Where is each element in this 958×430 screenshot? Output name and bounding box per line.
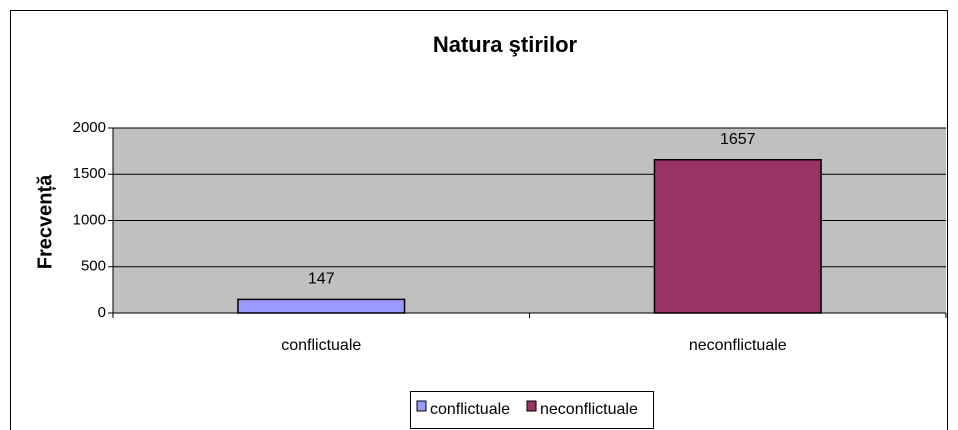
x-tick-label: neconflictuale [689,337,787,354]
y-axis-title: Frecvență [34,174,56,269]
bar [653,158,822,314]
data-label: 1657 [720,131,756,148]
y-tick-label: 1000 [73,211,106,228]
y-tick-label: 1500 [73,165,106,182]
data-label: 147 [308,271,335,288]
legend-label: neconflictuale [540,401,638,418]
legend-swatch [526,400,537,412]
x-tick-label: conflictuale [281,337,361,354]
bar [237,298,406,314]
y-tick-label: 0 [98,304,106,321]
y-tick-label: 2000 [73,119,106,136]
chart-title: Natura ştirilor [433,32,578,57]
legend-label: conflictuale [430,401,510,418]
y-tick-label: 500 [81,258,106,275]
legend-swatch [416,400,427,412]
